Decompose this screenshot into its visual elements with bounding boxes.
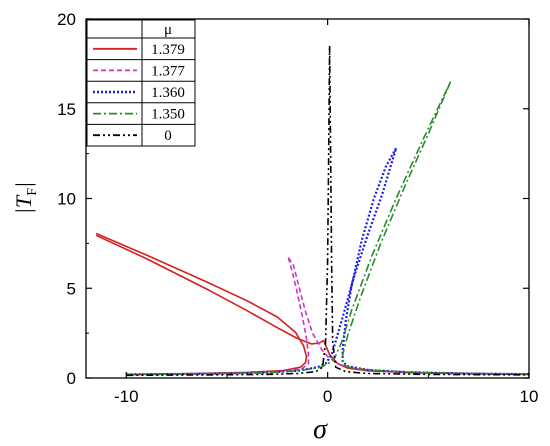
legend: μ 1.379 1.377 1.360 1.350 0 xyxy=(86,19,196,147)
y-axis-label-main: |T xyxy=(11,194,36,214)
legend-box xyxy=(86,19,196,147)
series-line-2-0 xyxy=(126,147,398,376)
y-axis-label-sub: F xyxy=(25,188,40,196)
y-tick-label: 5 xyxy=(67,279,76,298)
series-3 xyxy=(126,81,529,376)
y-tick-label: 10 xyxy=(57,190,76,209)
y-axis-label-close: | xyxy=(11,182,36,188)
y-tick-label: 20 xyxy=(57,10,76,29)
x-tick-label: 10 xyxy=(520,387,539,406)
series-line-4-1 xyxy=(328,45,529,376)
svg-text:|TF|: |TF| xyxy=(11,182,40,214)
series-layer xyxy=(95,45,529,377)
y-tick-label: 15 xyxy=(57,100,76,119)
series-line-3-0 xyxy=(126,81,452,376)
x-tick-label: 0 xyxy=(323,387,332,406)
legend-rows: 1.379 1.377 1.360 1.350 0 xyxy=(87,42,195,144)
legend-header: μ xyxy=(164,22,172,38)
y-axis-label: |TF| xyxy=(11,182,40,214)
series-line-1-0 xyxy=(126,257,310,376)
y-tick-label: 0 xyxy=(67,369,76,388)
series-4 xyxy=(126,45,529,377)
legend-label-2: 1.360 xyxy=(151,85,185,101)
legend-label-0: 1.379 xyxy=(151,42,185,58)
x-axis-label: σ xyxy=(313,414,328,445)
x-tick-label: -10 xyxy=(114,387,139,406)
legend-label-1: 1.377 xyxy=(151,63,185,79)
series-line-4-0 xyxy=(126,45,331,377)
series-line-0-1 xyxy=(95,234,325,345)
series-line-0-0 xyxy=(95,232,308,376)
legend-label-4: 0 xyxy=(164,128,172,144)
series-line-3-1 xyxy=(341,81,529,375)
legend-label-3: 1.350 xyxy=(151,107,185,123)
ticks-layer: -10 0 10 0 5 10 15 20 xyxy=(57,10,538,406)
